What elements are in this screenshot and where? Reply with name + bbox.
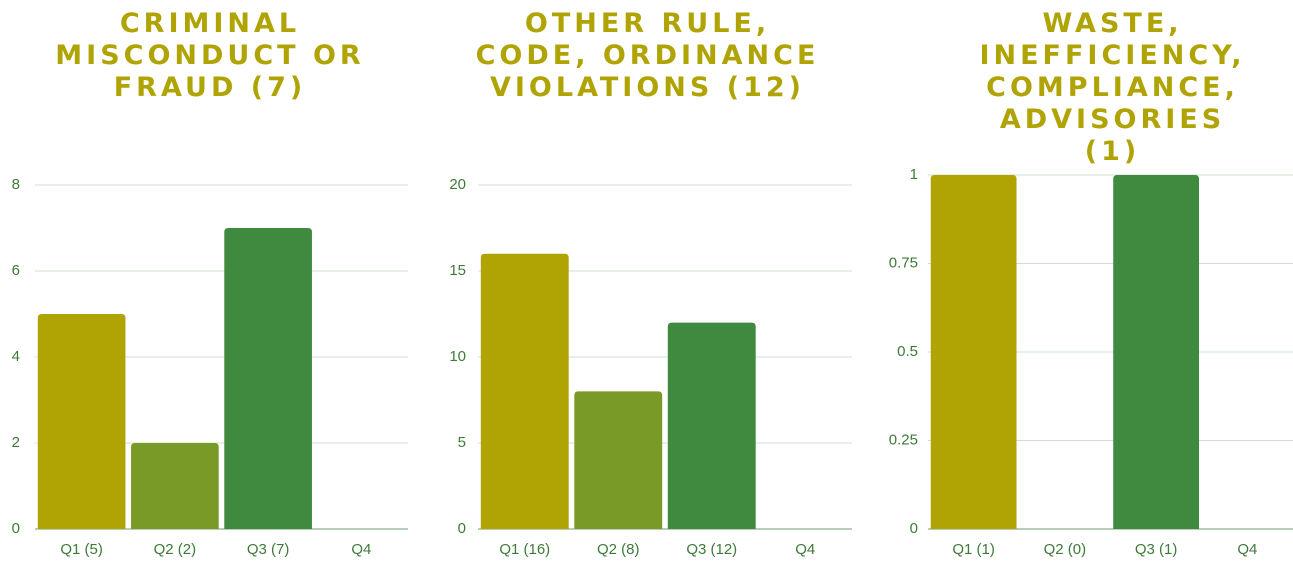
y-tick-label: 5 <box>458 434 466 451</box>
chart-title: OTHER RULE, CODE, ORDINANCE VIOLATIONS (… <box>475 8 820 103</box>
y-tick-label: 2 <box>12 434 20 451</box>
y-tick-label: 10 <box>449 348 466 365</box>
y-tick-label: 0 <box>910 520 918 537</box>
y-tick-label: 0.25 <box>889 431 918 448</box>
x-tick-label: Q1 (1) <box>952 541 995 558</box>
y-tick-label: 0.75 <box>889 254 918 271</box>
x-tick-label: Q4 <box>795 541 815 558</box>
bar <box>224 228 312 529</box>
y-tick-label: 0 <box>458 520 466 537</box>
bar <box>1113 175 1200 529</box>
y-tick-label: 0.5 <box>897 343 918 360</box>
bar <box>930 175 1017 529</box>
x-tick-label: Q1 (5) <box>60 541 103 558</box>
chart-title: WASTE, INEFFICIENCY, COMPLIANCE, ADVISOR… <box>979 8 1246 167</box>
chart-title: CRIMINAL MISCONDUCT OR FRAUD (7) <box>55 8 365 103</box>
x-tick-label: Q3 (7) <box>247 541 290 558</box>
x-tick-label: Q3 (1) <box>1135 541 1178 558</box>
bar <box>37 314 126 529</box>
y-tick-label: 1 <box>910 166 918 183</box>
x-tick-label: Q2 (0) <box>1044 541 1087 558</box>
y-tick-label: 20 <box>449 176 466 193</box>
x-tick-label: Q1 (16) <box>499 541 550 558</box>
bar <box>131 443 219 529</box>
x-tick-label: Q4 <box>351 541 371 558</box>
y-tick-label: 8 <box>12 176 20 193</box>
y-tick-label: 6 <box>12 262 20 279</box>
bar <box>574 391 663 529</box>
y-tick-label: 15 <box>449 262 466 279</box>
bar <box>667 322 756 529</box>
x-tick-label: Q3 (12) <box>686 541 737 558</box>
x-tick-label: Q4 <box>1237 541 1257 558</box>
bar <box>480 253 569 530</box>
x-tick-label: Q2 (2) <box>154 541 197 558</box>
x-tick-label: Q2 (8) <box>597 541 640 558</box>
y-tick-label: 0 <box>12 520 20 537</box>
y-tick-label: 4 <box>12 348 20 365</box>
